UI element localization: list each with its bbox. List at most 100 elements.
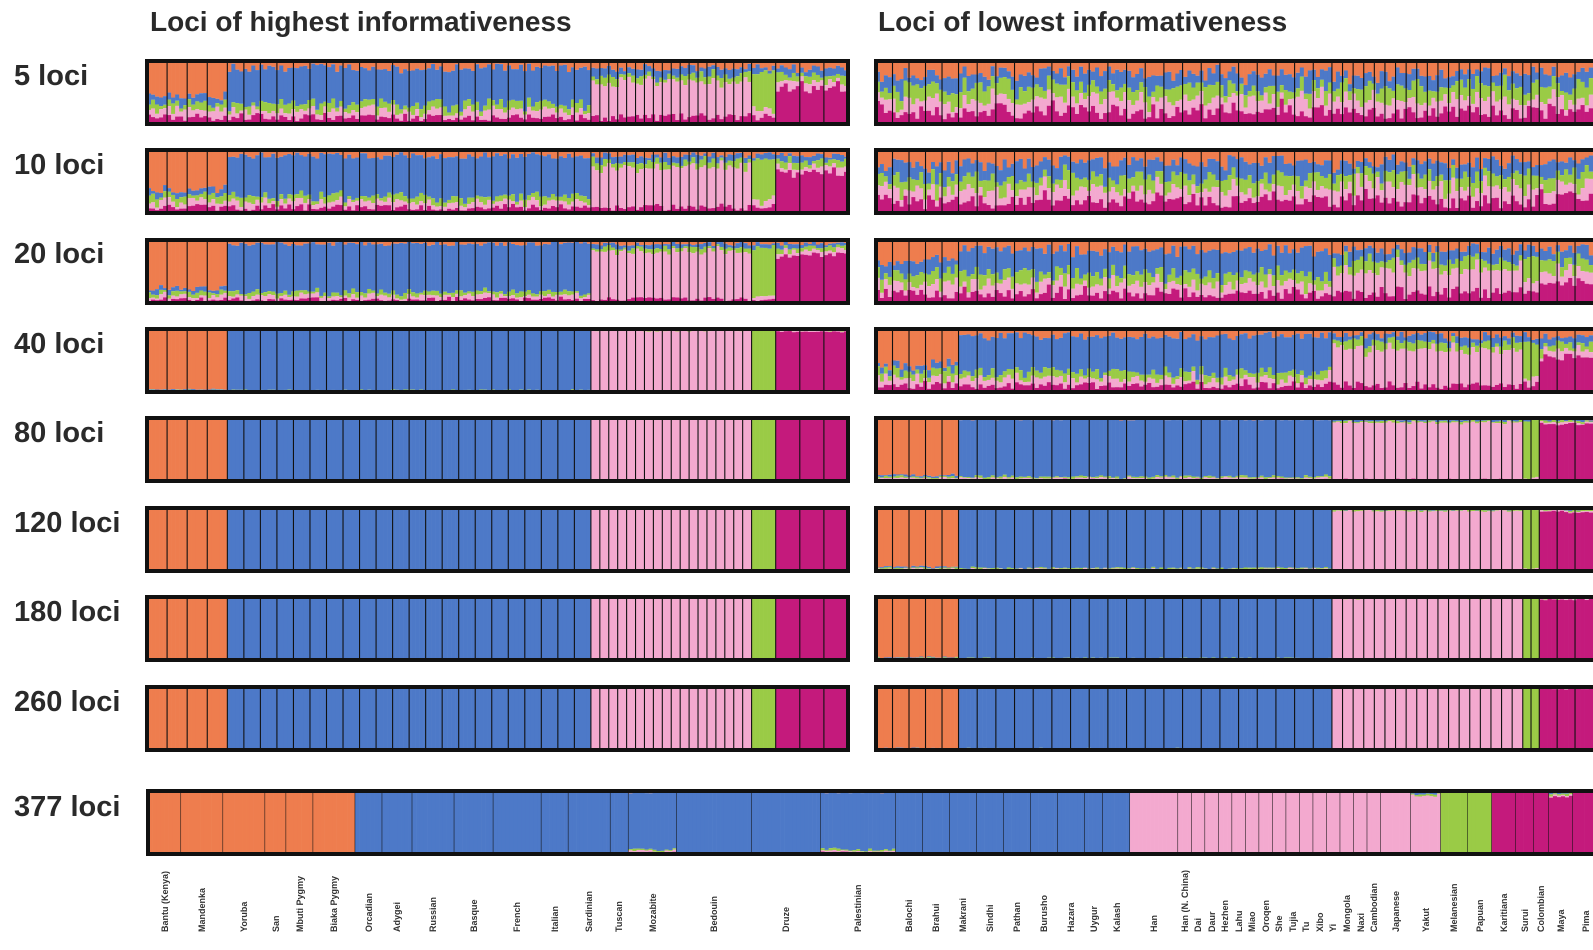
admixture-segment-green: [1556, 171, 1560, 180]
admixture-segment-pink: [487, 293, 491, 297]
admixture-segment-blue: [752, 68, 756, 74]
admixture-segment-green: [1047, 272, 1051, 278]
admixture-segment-green: [1447, 180, 1451, 193]
admixture-segment-green: [451, 196, 455, 203]
admixture-segment-green: [155, 199, 159, 207]
admixture-segment-blue: [1511, 156, 1515, 174]
admixture-segment-pink: [159, 200, 163, 209]
admixture-segment-pink: [1356, 173, 1360, 195]
admixture-segment-blue: [1427, 76, 1431, 91]
admixture-segment-pink: [983, 286, 987, 297]
admixture-segment-blue: [788, 153, 792, 156]
admixture-segment-green: [1556, 83, 1560, 97]
admixture-segment-orange: [1019, 61, 1023, 74]
admixture-segment-pink: [995, 283, 999, 290]
admixture-segment-orange: [1131, 61, 1135, 77]
admixture-segment-pink: [1159, 98, 1163, 109]
admixture-segment-orange: [971, 150, 975, 163]
admixture-segment-blue: [1071, 162, 1075, 173]
admixture-segment-magenta: [1167, 199, 1171, 213]
admixture-segment-pink: [1103, 193, 1107, 208]
admixture-segment-blue: [995, 76, 999, 83]
admixture-segment-green: [1443, 88, 1447, 95]
admixture-segment-blue: [808, 70, 812, 77]
admixture-segment-orange: [175, 61, 179, 94]
admixture-segment-pink: [343, 112, 347, 118]
admixture-segment-pink: [543, 107, 547, 117]
admixture-segment-green: [195, 195, 199, 200]
admixture-segment-blue: [1585, 157, 1589, 165]
admixture-segment-pink: [1491, 91, 1495, 105]
admixture-segment-magenta: [1063, 196, 1067, 213]
admixture-segment-green: [1439, 175, 1443, 182]
admixture-segment-green: [1007, 268, 1011, 277]
admixture-segment-pink: [691, 81, 695, 116]
admixture-segment-magenta: [1316, 197, 1320, 213]
admixture-segment-blue: [784, 242, 788, 246]
admixture-segment-blue: [515, 158, 519, 202]
admixture-segment-blue: [1352, 169, 1356, 174]
admixture-segment-green: [195, 293, 199, 298]
admixture-segment-blue: [971, 163, 975, 176]
admixture-segment-orange: [167, 240, 171, 290]
admixture-segment-blue: [1304, 77, 1308, 94]
admixture-segment-pink: [631, 168, 635, 207]
admixture-segment-green: [207, 195, 211, 203]
admixture-segment-orange: [171, 150, 175, 192]
admixture-segment-green: [723, 249, 727, 254]
admixture-segment-blue: [1075, 77, 1079, 91]
admixture-segment-green: [547, 290, 551, 294]
admixture-segment-blue: [816, 66, 820, 74]
admixture-segment-blue: [1515, 73, 1519, 88]
admixture-segment-pink: [303, 111, 307, 114]
admixture-segment-blue: [888, 77, 892, 93]
admixture-segment-green: [311, 292, 315, 294]
admixture-segment-blue: [207, 187, 211, 195]
admixture-segment-orange: [1203, 150, 1207, 167]
admixture-segment-blue: [315, 65, 319, 110]
admixture-segment-green: [800, 248, 804, 251]
admixture-segment-green: [171, 103, 175, 114]
admixture-segment-pink: [279, 296, 283, 298]
admixture-segment-pink: [1175, 187, 1179, 198]
admixture-segment-blue: [563, 158, 567, 195]
admixture-segment-pink: [1191, 100, 1195, 108]
admixture-segment-pink: [963, 95, 967, 108]
admixture-segment-pink: [167, 299, 171, 302]
admixture-segment-pink: [1475, 92, 1479, 107]
admixture-segment-blue: [331, 154, 335, 193]
admixture-segment-green: [371, 196, 375, 203]
admixture-segment-pink: [1071, 196, 1075, 205]
admixture-segment-pink: [816, 250, 820, 253]
admixture-segment-green: [776, 249, 780, 255]
admixture-segment-blue: [935, 75, 939, 83]
admixture-segment-green: [1531, 176, 1535, 190]
admixture-segment-magenta: [840, 92, 844, 124]
admixture-segment-pink: [639, 169, 643, 207]
admixture-segment-orange: [880, 150, 884, 164]
admixture-segment-blue: [911, 75, 915, 85]
admixture-segment-blue: [1183, 159, 1187, 174]
admixture-segment-blue: [691, 245, 695, 247]
admixture-segment-green: [515, 293, 519, 297]
admixture-segment-pink: [583, 297, 587, 299]
admixture-segment-magenta: [1159, 196, 1163, 213]
admixture-segment-pink: [1131, 186, 1135, 192]
admixture-segment-pink: [367, 201, 371, 209]
admixture-segment-blue: [519, 65, 523, 101]
admixture-segment-pink: [1244, 195, 1248, 201]
admixture-segment-blue: [1296, 73, 1300, 89]
admixture-segment-magenta: [1139, 110, 1143, 124]
admixture-segment-blue: [415, 69, 419, 103]
admixture-segment-pink: [611, 87, 615, 116]
admixture-segment-blue: [451, 246, 455, 293]
admixture-segment-blue: [1503, 68, 1507, 74]
admixture-segment-green: [379, 98, 383, 108]
admixture-segment-orange: [1099, 240, 1103, 256]
admixture-segment-green: [967, 276, 971, 292]
admixture-segment-blue: [371, 158, 375, 196]
admixture-segment-orange: [1284, 150, 1288, 164]
admixture-segment-orange: [1451, 61, 1455, 76]
admixture-segment-blue: [1007, 71, 1011, 79]
admixture-segment-pink: [1203, 189, 1207, 206]
